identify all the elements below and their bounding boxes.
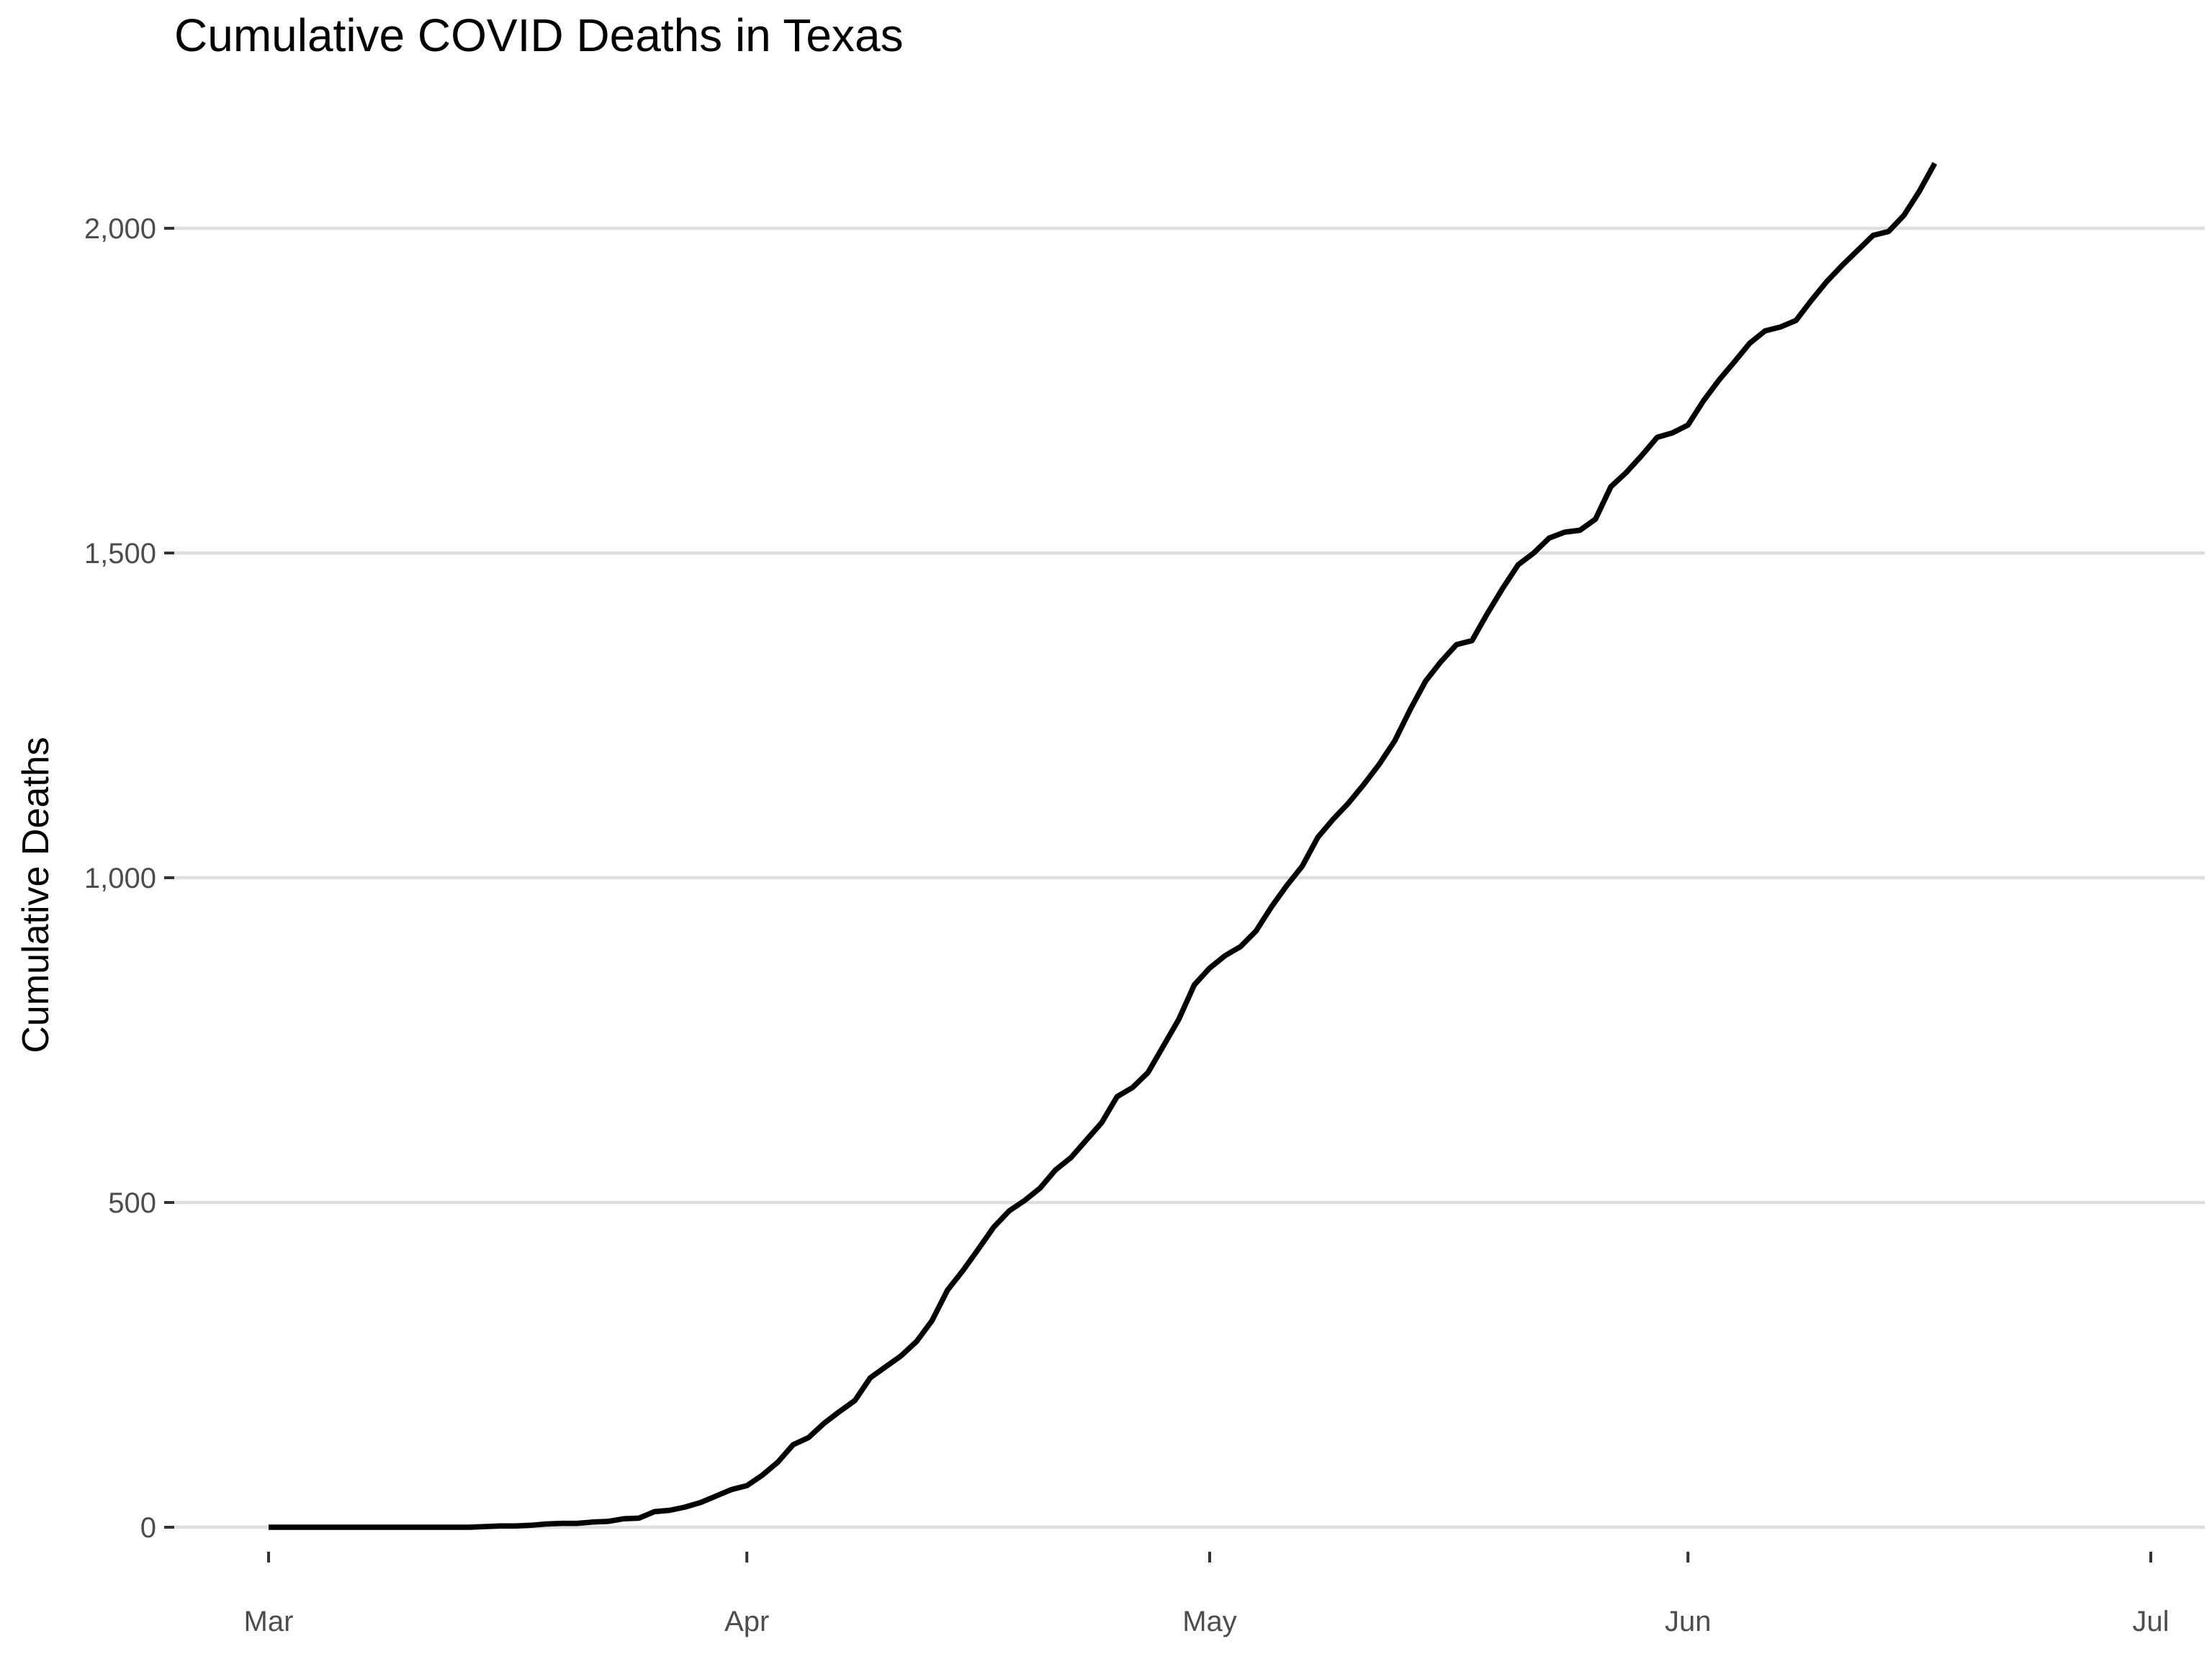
y-tick-label: 0 [140, 1512, 156, 1544]
grid-lines [174, 226, 2205, 1529]
x-tick-label: Mar [244, 1606, 294, 1637]
series-layer [269, 161, 1938, 1530]
axes: 0 500 1,000 1,500 2,000 Mar Apr May Jun Jul [84, 213, 2170, 1637]
y-tick-label: 500 [108, 1187, 156, 1219]
chart-title: Cumulative COVID Deaths in Texas [174, 9, 904, 61]
x-tick-label: Jun [1665, 1606, 1712, 1637]
series-line [269, 161, 1938, 1530]
x-tick-label: Jul [2132, 1606, 2169, 1637]
y-tick-label: 1,000 [84, 863, 156, 894]
y-tick-label: 1,500 [84, 538, 156, 570]
y-tick-label: 2,000 [84, 213, 156, 245]
x-tick-label: Apr [724, 1606, 769, 1637]
x-tick-label: May [1182, 1606, 1237, 1637]
